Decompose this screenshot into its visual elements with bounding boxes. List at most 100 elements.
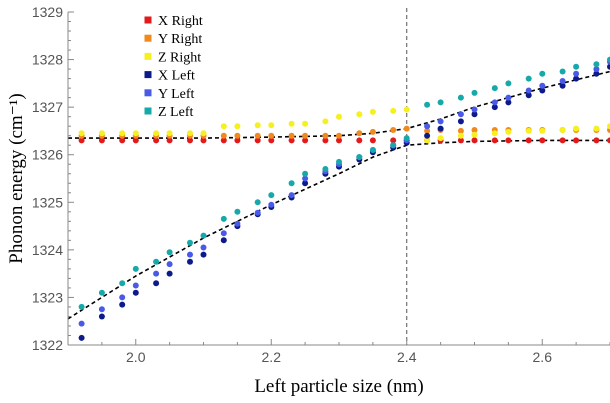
data-point <box>505 137 512 144</box>
y-tick-label: 1323 <box>32 289 63 305</box>
data-point <box>573 75 580 82</box>
data-point <box>607 123 610 130</box>
data-point <box>119 130 126 137</box>
data-point <box>78 334 85 341</box>
data-point <box>322 137 329 144</box>
data-point <box>268 132 275 139</box>
data-point <box>437 99 444 106</box>
data-point <box>593 137 600 144</box>
data-point <box>220 132 227 139</box>
data-point <box>593 61 600 68</box>
data-point <box>200 130 207 137</box>
data-point <box>505 128 512 135</box>
data-point <box>539 127 546 134</box>
y-tick-label: 1328 <box>32 52 63 68</box>
data-point <box>403 135 410 142</box>
data-point <box>220 237 227 244</box>
data-point <box>288 192 295 199</box>
data-point <box>98 289 105 296</box>
data-point <box>573 70 580 77</box>
data-point <box>288 180 295 187</box>
data-point <box>302 137 309 144</box>
data-point <box>356 130 363 137</box>
legend-label: X Left <box>158 69 195 84</box>
data-point <box>559 137 566 144</box>
data-point <box>336 113 342 120</box>
data-point <box>336 158 342 165</box>
data-point <box>153 270 160 277</box>
data-point <box>78 137 85 144</box>
data-point <box>98 306 105 313</box>
data-point <box>166 270 173 277</box>
data-point <box>166 249 173 256</box>
data-point <box>573 63 580 70</box>
legend-label: Z Right <box>158 50 201 65</box>
data-point <box>471 111 478 118</box>
data-point <box>539 137 546 144</box>
data-point <box>356 154 363 161</box>
data-point <box>539 82 546 89</box>
data-point <box>268 192 275 199</box>
data-point <box>607 56 610 63</box>
data-point <box>153 258 160 265</box>
data-point <box>424 101 431 108</box>
data-point <box>234 132 241 139</box>
data-point <box>369 147 376 153</box>
data-point <box>166 261 173 268</box>
data-point <box>234 123 241 130</box>
data-point <box>437 135 444 142</box>
data-point <box>302 180 309 187</box>
x-axis-title: Left particle size (nm) <box>254 376 423 397</box>
data-point <box>322 132 329 139</box>
data-point <box>119 280 126 287</box>
data-point <box>132 130 139 137</box>
data-point <box>457 132 464 139</box>
data-point <box>98 130 105 137</box>
data-point <box>457 94 464 101</box>
data-point <box>200 244 207 251</box>
data-point <box>559 82 566 89</box>
legend-swatch <box>144 89 152 97</box>
data-point <box>525 75 532 82</box>
x-tick-label: 2.4 <box>397 349 417 365</box>
data-point <box>369 108 376 115</box>
data-point <box>525 92 532 99</box>
legend-swatch <box>144 16 152 24</box>
y-ticks: 1322 1323 1324 1325 1326 1327 1328 1329 <box>32 4 74 353</box>
data-point <box>336 132 342 139</box>
data-point <box>593 125 600 132</box>
data-point <box>220 215 227 222</box>
data-point <box>505 99 512 106</box>
data-point <box>403 106 410 113</box>
data-point <box>390 137 397 144</box>
data-point <box>187 251 193 258</box>
data-point <box>187 239 193 246</box>
data-point <box>132 265 139 272</box>
data-point <box>505 80 512 87</box>
data-point <box>132 137 139 144</box>
data-point <box>302 132 309 139</box>
data-point <box>78 130 85 137</box>
data-point <box>505 94 512 101</box>
data-point <box>424 132 431 139</box>
y-tick-label: 1326 <box>32 147 63 163</box>
x-tick-label: 2.2 <box>262 349 282 365</box>
data-point <box>525 127 532 134</box>
data-point <box>390 127 397 133</box>
data-point <box>254 132 261 139</box>
data-point <box>593 66 600 73</box>
y-tick-label: 1327 <box>32 99 63 115</box>
data-point <box>525 87 532 94</box>
data-point <box>437 125 444 132</box>
data-point <box>457 111 464 118</box>
data-point <box>390 107 397 114</box>
data-point <box>268 201 275 208</box>
data-point <box>288 120 295 127</box>
data-point <box>559 68 566 75</box>
data-point <box>288 137 295 144</box>
data-point <box>166 137 173 144</box>
data-point <box>200 251 207 258</box>
data-point <box>220 137 227 144</box>
series-z-left <box>78 56 610 310</box>
